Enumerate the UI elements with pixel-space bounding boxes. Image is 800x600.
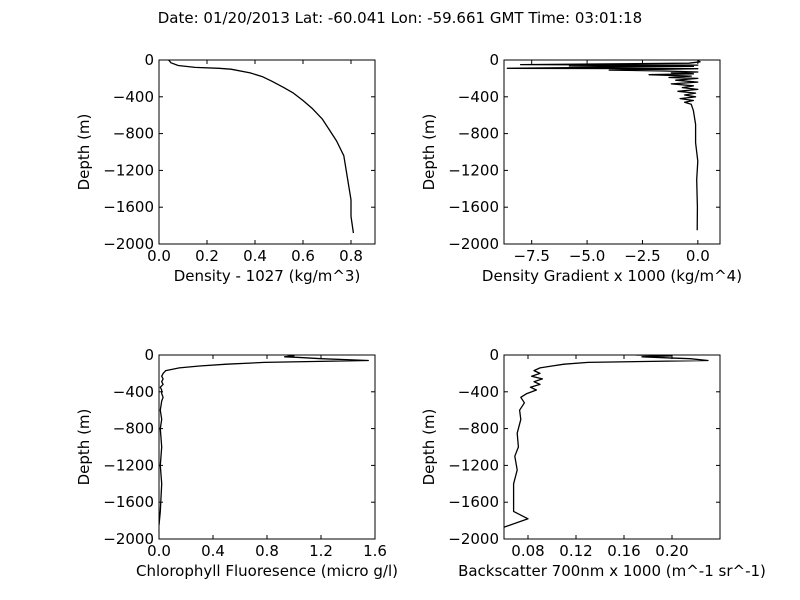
y-tick-label: −1600 (103, 198, 154, 216)
y-tick-label: −800 (113, 125, 154, 143)
x-tick-label: 0.4 (243, 247, 267, 265)
y-tick-label: −800 (458, 125, 499, 143)
y-tick-label: −1200 (448, 161, 499, 179)
x-tick-label: 0.16 (607, 542, 640, 560)
y-tick-label: −400 (113, 88, 154, 106)
y-tick-label: −2000 (448, 235, 499, 253)
axes-frame (503, 354, 721, 540)
x-tick-label: 0.0 (686, 247, 710, 265)
y-tick-label: −400 (113, 383, 154, 401)
y-tick-label: −2000 (448, 530, 499, 548)
y-tick-label: −2000 (103, 530, 154, 548)
series-line-4-1 (504, 355, 709, 528)
y-tick-label: −1600 (448, 198, 499, 216)
y-tick-label: −1600 (103, 493, 154, 511)
x-tick-label: 1.2 (309, 542, 333, 560)
y-tick-label: 0 (489, 346, 499, 364)
x-axis-label: Density - 1027 (kg/m^3) (174, 267, 361, 285)
x-tick-label: 0.12 (559, 542, 592, 560)
x-tick-label: 0.08 (511, 542, 544, 560)
x-tick-label: 0.8 (339, 247, 363, 265)
y-tick-label: −400 (458, 88, 499, 106)
y-axis-label: Depth (m) (75, 409, 93, 486)
y-tick-label: −800 (458, 420, 499, 438)
y-tick-label: −1200 (448, 456, 499, 474)
y-axis-label: Depth (m) (420, 409, 438, 486)
axes-frame (503, 59, 721, 245)
y-tick-label: −800 (113, 420, 154, 438)
x-tick-label: 0.4 (201, 542, 225, 560)
x-tick-label: −2.5 (624, 247, 660, 265)
axes-frame (158, 59, 376, 245)
x-tick-label: 1.6 (363, 542, 387, 560)
x-axis-label: Chlorophyll Fluoresence (micro g/l) (136, 562, 398, 580)
x-tick-label: −5.0 (569, 247, 605, 265)
x-tick-label: 0.0 (147, 542, 171, 560)
y-tick-label: 0 (144, 51, 154, 69)
y-tick-label: −1200 (103, 456, 154, 474)
y-axis-label: Depth (m) (420, 114, 438, 191)
series-line-1-1 (168, 60, 355, 234)
x-axis-label: Backscatter 700nm x 1000 (m^-1 sr^-1) (458, 562, 766, 580)
x-tick-label: 0.0 (147, 247, 171, 265)
series-line-3-1 (159, 355, 369, 526)
x-tick-label: −7.5 (513, 247, 549, 265)
y-tick-label: 0 (489, 51, 499, 69)
x-tick-label: 0.6 (291, 247, 315, 265)
x-tick-label: 0.8 (255, 542, 279, 560)
panel-4: 0.08 0.12 0.16 0.20 0 −400 −800 −1200 −1600 −2000… (420, 346, 766, 580)
y-tick-label: 0 (144, 346, 154, 364)
y-axis-label: Depth (m) (75, 114, 93, 191)
y-tick-label: −1200 (103, 161, 154, 179)
panel-3: 0.0 0.4 0.8 1.2 1.6 0 −400 −800 −1200 −1600 −2000 C… (75, 346, 398, 580)
x-tick-label: 0.20 (655, 542, 688, 560)
x-axis-label: Density Gradient x 1000 (kg/m^4) (482, 267, 742, 285)
axes-frame (158, 354, 376, 540)
x-tick-label: 0.2 (195, 247, 219, 265)
panel-2: −7.5 −5.0 −2.5 0.0 0 −400 −800 −1200 −1600 −2000 D… (420, 51, 742, 285)
figure-title: Date: 01/20/2013 Lat: -60.041 Lon: -59.6… (158, 9, 642, 27)
series-line-2-1 (506, 60, 701, 231)
panel-1: 0.0 0.2 0.4 0.6 0.8 0 −400 −800 −1200 −1600 −2000 D… (75, 51, 376, 285)
y-tick-label: −1600 (448, 493, 499, 511)
y-tick-label: −400 (458, 383, 499, 401)
y-tick-label: −2000 (103, 235, 154, 253)
